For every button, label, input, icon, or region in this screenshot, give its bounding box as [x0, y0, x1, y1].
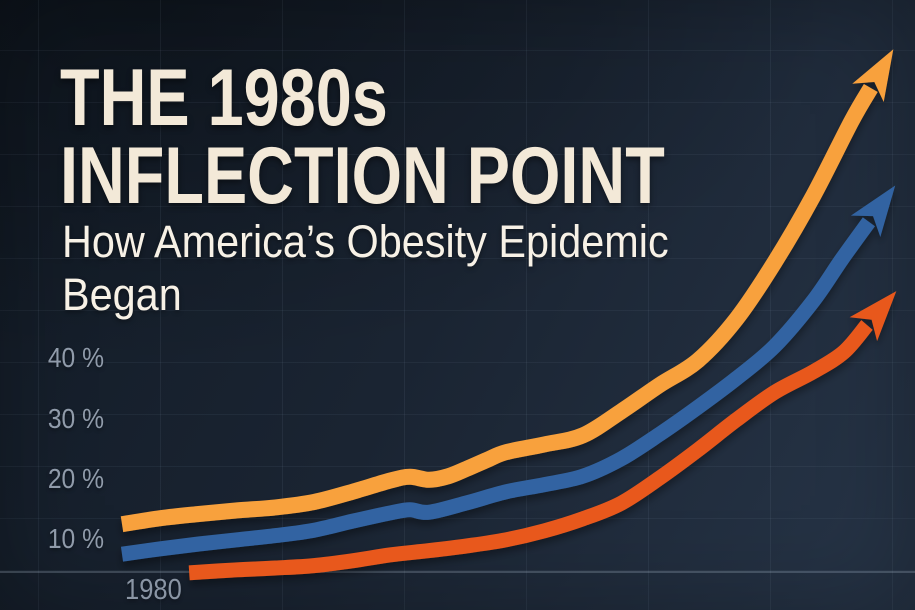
y-axis-label-20: 20 % — [47, 463, 104, 494]
title-line-2: INFLECTION POINT — [60, 131, 665, 221]
page-subtitle: How America’s Obesity Epidemic Began — [62, 215, 669, 321]
x-axis-label-1980: 1980 — [125, 574, 182, 606]
subtitle-line-2: Began — [62, 269, 182, 320]
y-axis-label-40: 40 % — [47, 342, 104, 373]
trend-line-red — [188, 291, 897, 581]
page-title: THE 1980s INFLECTION POINT — [60, 58, 665, 217]
trend-line-orange — [120, 49, 894, 533]
y-axis-label-30: 30 % — [47, 403, 104, 434]
title-line-1: THE 1980s — [60, 53, 388, 143]
y-axis-label-10: 10 % — [47, 523, 104, 554]
subtitle-line-1: How America’s Obesity Epidemic — [62, 216, 669, 267]
trend-line-blue — [120, 185, 896, 562]
x-axis-line — [0, 571, 915, 573]
